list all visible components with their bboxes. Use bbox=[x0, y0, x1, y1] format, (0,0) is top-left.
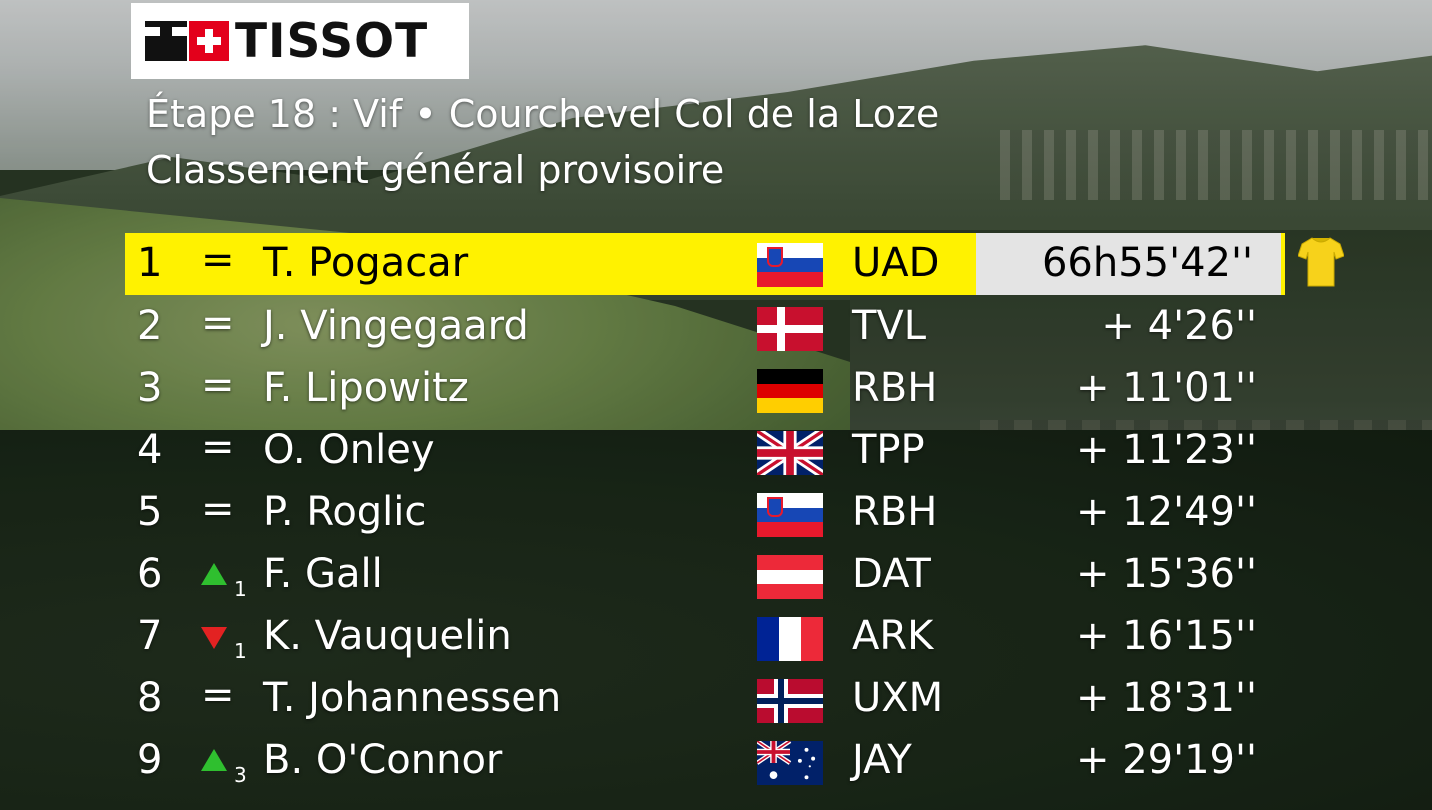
rank-change: = bbox=[201, 489, 257, 539]
rank: 5 bbox=[137, 489, 163, 535]
rider-name: F. Gall bbox=[263, 551, 383, 597]
standings-row: 4 = O. Onley TPP + 11'23'' bbox=[125, 421, 1285, 481]
team-code: TVL bbox=[852, 303, 927, 349]
unchanged-icon: = bbox=[201, 237, 235, 283]
france-flag-icon bbox=[757, 617, 823, 661]
team-code: TPP bbox=[852, 427, 925, 473]
team-code: RBH bbox=[852, 365, 938, 411]
rank-change: = bbox=[201, 675, 257, 725]
standings-row: 9 3 B. O'Connor JAY + 29'19'' bbox=[125, 731, 1285, 791]
standings-row: 6 1 F. Gall DAT + 15'36'' bbox=[125, 545, 1285, 605]
unchanged-icon: = bbox=[201, 300, 235, 346]
slovenia-flag-icon bbox=[757, 243, 823, 287]
rank-change: = bbox=[201, 427, 257, 477]
yellow-jersey-icon bbox=[1298, 237, 1344, 287]
total-time: 66h55'42'' bbox=[1041, 240, 1253, 286]
logo-text: TISSOT bbox=[235, 13, 429, 69]
arrow-down-icon bbox=[201, 627, 227, 649]
rank-change: 1 bbox=[201, 551, 257, 601]
rank: 7 bbox=[137, 613, 163, 659]
stage-title: Étape 18 : Vif • Courchevel Col de la Lo… bbox=[146, 92, 940, 136]
places-lost: 1 bbox=[234, 639, 247, 663]
team-code: DAT bbox=[852, 551, 931, 597]
slovenia-flag-icon bbox=[757, 493, 823, 537]
rank: 1 bbox=[137, 240, 163, 286]
rider-name: T. Pogacar bbox=[263, 240, 469, 286]
tissot-logo: TISSOT bbox=[131, 3, 469, 79]
denmark-flag-icon bbox=[757, 307, 823, 351]
austria-flag-icon bbox=[757, 555, 823, 599]
rider-name: J. Vingegaard bbox=[263, 303, 529, 349]
unchanged-icon: = bbox=[201, 424, 235, 470]
rank-change: 3 bbox=[201, 737, 257, 787]
rank: 8 bbox=[137, 675, 163, 721]
time-gap: + 16'15'' bbox=[1075, 613, 1257, 659]
time-gap: + 29'19'' bbox=[1075, 737, 1257, 783]
rank: 4 bbox=[137, 427, 163, 473]
time-gap: + 11'23'' bbox=[1075, 427, 1257, 473]
rank-change: = bbox=[201, 240, 257, 290]
time-gap: + 18'31'' bbox=[1075, 675, 1257, 721]
standings-row: 3 = F. Lipowitz RBH + 11'01'' bbox=[125, 359, 1285, 419]
unchanged-icon: = bbox=[201, 362, 235, 408]
team-code: JAY bbox=[852, 737, 912, 783]
time-gap: + 12'49'' bbox=[1075, 489, 1257, 535]
standings-row: 7 1 K. Vauquelin ARK + 16'15'' bbox=[125, 607, 1285, 667]
time-gap: + 11'01'' bbox=[1075, 365, 1257, 411]
uk-flag-icon bbox=[757, 431, 823, 475]
arrow-up-icon bbox=[201, 563, 227, 585]
germany-flag-icon bbox=[757, 369, 823, 413]
standings-row: 5 = P. Roglic RBH + 12'49'' bbox=[125, 483, 1285, 543]
standings-row-leader: 1 = T. Pogacar UAD 66h55'42'' bbox=[125, 233, 1285, 295]
rank: 9 bbox=[137, 737, 163, 783]
time-gap: + 4'26'' bbox=[1101, 303, 1257, 349]
standings-subtitle: Classement général provisoire bbox=[146, 148, 725, 192]
team-code: UAD bbox=[852, 240, 940, 286]
unchanged-icon: = bbox=[201, 672, 235, 718]
swiss-cross-icon bbox=[189, 21, 229, 61]
norway-flag-icon bbox=[757, 679, 823, 723]
rider-name: K. Vauquelin bbox=[263, 613, 512, 659]
places-gained: 3 bbox=[234, 763, 247, 787]
leader-time-box bbox=[976, 233, 1281, 295]
rank-change: = bbox=[201, 303, 257, 353]
logo-t-icon bbox=[145, 21, 187, 61]
rank: 6 bbox=[137, 551, 163, 597]
rank: 2 bbox=[137, 303, 163, 349]
team-code: RBH bbox=[852, 489, 938, 535]
rank: 3 bbox=[137, 365, 163, 411]
arrow-up-icon bbox=[201, 749, 227, 771]
rider-name: P. Roglic bbox=[263, 489, 427, 535]
standings-row: 8 = T. Johannessen UXM + 18'31'' bbox=[125, 669, 1285, 729]
rider-name: B. O'Connor bbox=[263, 737, 503, 783]
team-code: ARK bbox=[852, 613, 934, 659]
australia-flag-icon bbox=[757, 741, 823, 785]
rank-change: 1 bbox=[201, 613, 257, 663]
rider-name: T. Johannessen bbox=[263, 675, 562, 721]
time-gap: + 15'36'' bbox=[1075, 551, 1257, 597]
rider-name: F. Lipowitz bbox=[263, 365, 469, 411]
unchanged-icon: = bbox=[201, 486, 235, 532]
rank-change: = bbox=[201, 365, 257, 415]
standings-row: 2 = J. Vingegaard TVL + 4'26'' bbox=[125, 297, 1285, 357]
places-gained: 1 bbox=[234, 577, 247, 601]
rider-name: O. Onley bbox=[263, 427, 435, 473]
team-code: UXM bbox=[852, 675, 944, 721]
